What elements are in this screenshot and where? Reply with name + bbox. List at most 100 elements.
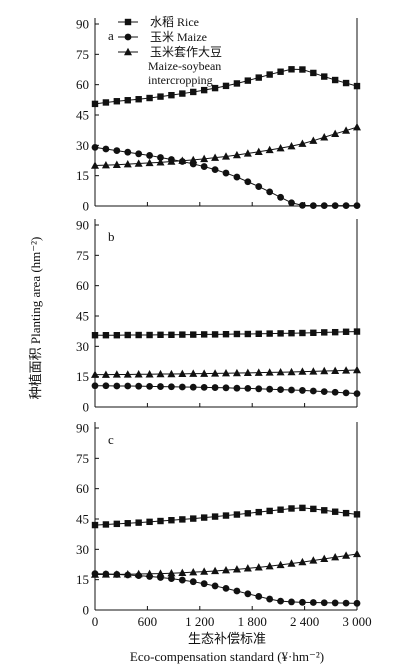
data-point bbox=[309, 556, 318, 564]
data-point bbox=[233, 80, 241, 87]
data-point bbox=[266, 507, 273, 515]
data-point bbox=[266, 188, 274, 196]
data-point bbox=[113, 520, 121, 528]
data-point bbox=[113, 147, 121, 154]
x-tick-label: 600 bbox=[138, 614, 158, 629]
data-point bbox=[342, 389, 350, 397]
data-point bbox=[124, 331, 131, 339]
data-point bbox=[342, 79, 350, 87]
x-tick-label: 2 400 bbox=[290, 614, 319, 629]
data-point bbox=[320, 202, 328, 209]
data-point bbox=[342, 202, 350, 209]
data-point bbox=[309, 136, 318, 144]
series-square bbox=[91, 504, 361, 529]
data-point bbox=[211, 384, 219, 391]
data-point bbox=[200, 331, 208, 338]
data-point bbox=[146, 152, 153, 159]
panel-letter: b bbox=[108, 229, 115, 244]
y-tick-label: 60 bbox=[76, 77, 89, 92]
data-point bbox=[309, 599, 317, 606]
data-point bbox=[135, 382, 143, 390]
data-point bbox=[102, 382, 110, 390]
x-axis-title-en: Eco-compensation standard (¥·hm⁻²) bbox=[130, 649, 324, 664]
legend-entry: 玉米 Maize bbox=[118, 30, 207, 44]
data-point bbox=[190, 515, 197, 522]
legend-entry: 水稻 Rice bbox=[118, 15, 199, 29]
series-triangle bbox=[91, 365, 361, 378]
data-point bbox=[178, 369, 187, 378]
data-point bbox=[146, 331, 153, 339]
data-point bbox=[178, 383, 186, 391]
data-point bbox=[168, 383, 175, 391]
data-point bbox=[265, 145, 274, 154]
data-point bbox=[243, 149, 252, 157]
data-point bbox=[157, 331, 164, 339]
legend-label: 玉米 Maize bbox=[150, 30, 207, 44]
y-tick-label: 45 bbox=[76, 108, 89, 123]
data-point bbox=[200, 580, 208, 588]
data-point bbox=[91, 143, 99, 151]
data-point bbox=[123, 570, 132, 578]
data-point bbox=[331, 202, 339, 209]
data-point bbox=[233, 384, 241, 392]
data-point bbox=[276, 560, 285, 569]
data-point bbox=[101, 370, 110, 378]
data-point bbox=[309, 387, 317, 395]
data-point bbox=[134, 159, 143, 167]
data-point bbox=[299, 201, 306, 209]
data-point bbox=[287, 559, 296, 567]
data-point bbox=[288, 386, 295, 394]
data-point bbox=[266, 595, 274, 603]
data-point bbox=[189, 155, 198, 164]
data-point bbox=[254, 368, 263, 376]
data-point bbox=[167, 157, 176, 165]
data-point bbox=[146, 94, 153, 102]
chart-panels: 0 15 30 45 60 75 90 a 0 15 30 45 60 75 90 b 0 15 30 45 60 75 9… bbox=[76, 17, 372, 630]
y-tick-label: 90 bbox=[76, 17, 89, 32]
data-point bbox=[342, 551, 351, 559]
data-point bbox=[222, 512, 230, 519]
data-point bbox=[179, 516, 186, 523]
data-point bbox=[255, 593, 263, 600]
data-point bbox=[167, 568, 176, 577]
data-point bbox=[200, 369, 209, 377]
data-point bbox=[232, 565, 241, 573]
data-point bbox=[124, 520, 131, 527]
data-point bbox=[299, 66, 306, 73]
y-tick-label: 30 bbox=[76, 138, 89, 153]
data-point bbox=[233, 587, 241, 595]
data-point bbox=[288, 199, 295, 207]
data-point bbox=[91, 570, 99, 578]
series-triangle bbox=[91, 122, 361, 169]
panel-a: 0 15 30 45 60 75 90 a bbox=[76, 17, 361, 214]
data-point bbox=[102, 521, 110, 528]
data-point bbox=[124, 97, 131, 104]
data-point bbox=[288, 505, 295, 512]
data-point bbox=[244, 77, 252, 84]
data-point bbox=[244, 330, 252, 338]
data-point bbox=[168, 517, 175, 524]
data-point bbox=[277, 68, 284, 75]
data-point bbox=[255, 74, 262, 81]
data-point bbox=[156, 369, 165, 378]
data-point bbox=[102, 99, 110, 106]
data-point bbox=[200, 514, 208, 521]
series-square bbox=[91, 328, 361, 339]
data-point bbox=[168, 91, 175, 99]
data-point bbox=[168, 575, 175, 583]
data-point bbox=[112, 570, 121, 578]
data-point bbox=[124, 148, 132, 156]
data-point bbox=[266, 385, 274, 393]
y-tick-label: 30 bbox=[76, 542, 89, 557]
y-axis-title: 种植面积 Planting area (hm⁻²) bbox=[28, 237, 43, 400]
y-tick-label: 45 bbox=[76, 309, 89, 324]
data-point bbox=[233, 511, 241, 518]
data-point bbox=[265, 561, 274, 570]
data-point bbox=[310, 329, 317, 336]
data-point bbox=[200, 383, 208, 391]
legend-label: Maize-soybean bbox=[148, 59, 221, 73]
data-point bbox=[91, 382, 99, 390]
data-point bbox=[167, 369, 176, 378]
data-point bbox=[287, 367, 296, 376]
